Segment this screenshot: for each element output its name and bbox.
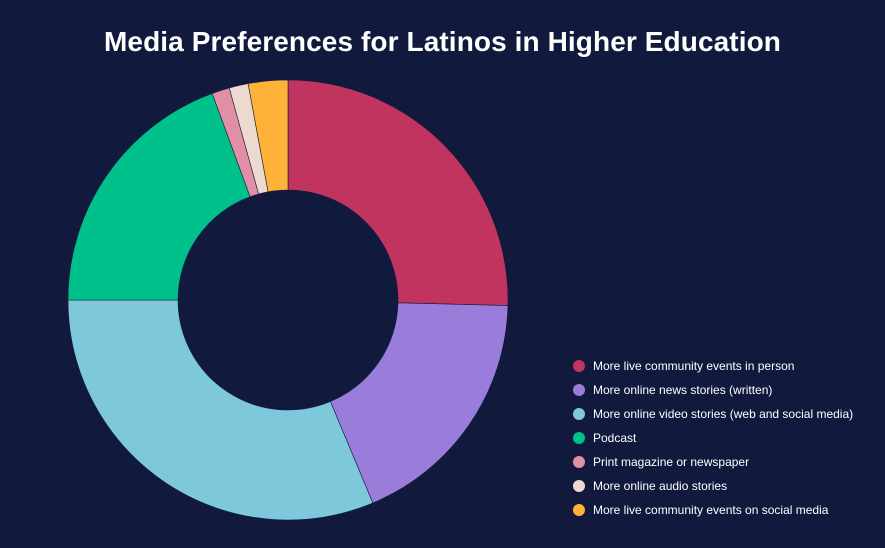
- legend-item-1: More live community events in person: [573, 354, 853, 378]
- legend-swatch: [573, 408, 585, 420]
- legend-swatch: [573, 432, 585, 444]
- legend-swatch: [573, 360, 585, 372]
- legend-item-6: More online audio stories: [573, 474, 853, 498]
- slice-7: [247, 79, 289, 193]
- legend-swatch: [573, 456, 585, 468]
- legend-item-4: Podcast: [573, 426, 853, 450]
- legend-label: Podcast: [593, 431, 637, 445]
- legend-label: Print magazine or newspaper: [593, 455, 750, 469]
- legend-item-2: More online news stories (written): [573, 378, 853, 402]
- slice-3: [67, 299, 374, 521]
- legend-label: More online video stories (web and socia…: [593, 407, 854, 421]
- slice-2: [330, 302, 509, 504]
- slice-1: [287, 79, 509, 306]
- legend-label: More online audio stories: [593, 479, 728, 493]
- legend-swatch: [573, 384, 585, 396]
- legend-swatch: [573, 504, 585, 516]
- legend-label: More live community events in person: [593, 359, 795, 373]
- legend-swatch: [573, 480, 585, 492]
- legend-label: More online news stories (written): [593, 383, 773, 397]
- legend-item-7: More live community events on social med…: [573, 498, 853, 522]
- slice-4: [67, 93, 251, 301]
- legend-item-5: Print magazine or newspaper: [573, 450, 853, 474]
- chart-legend: More live community events in person More…: [573, 354, 853, 522]
- legend-item-3: More online video stories (web and socia…: [573, 402, 853, 426]
- chart-title: Media Preferences for Latinos in Higher …: [103, 26, 782, 57]
- legend-label: More live community events on social med…: [593, 503, 829, 517]
